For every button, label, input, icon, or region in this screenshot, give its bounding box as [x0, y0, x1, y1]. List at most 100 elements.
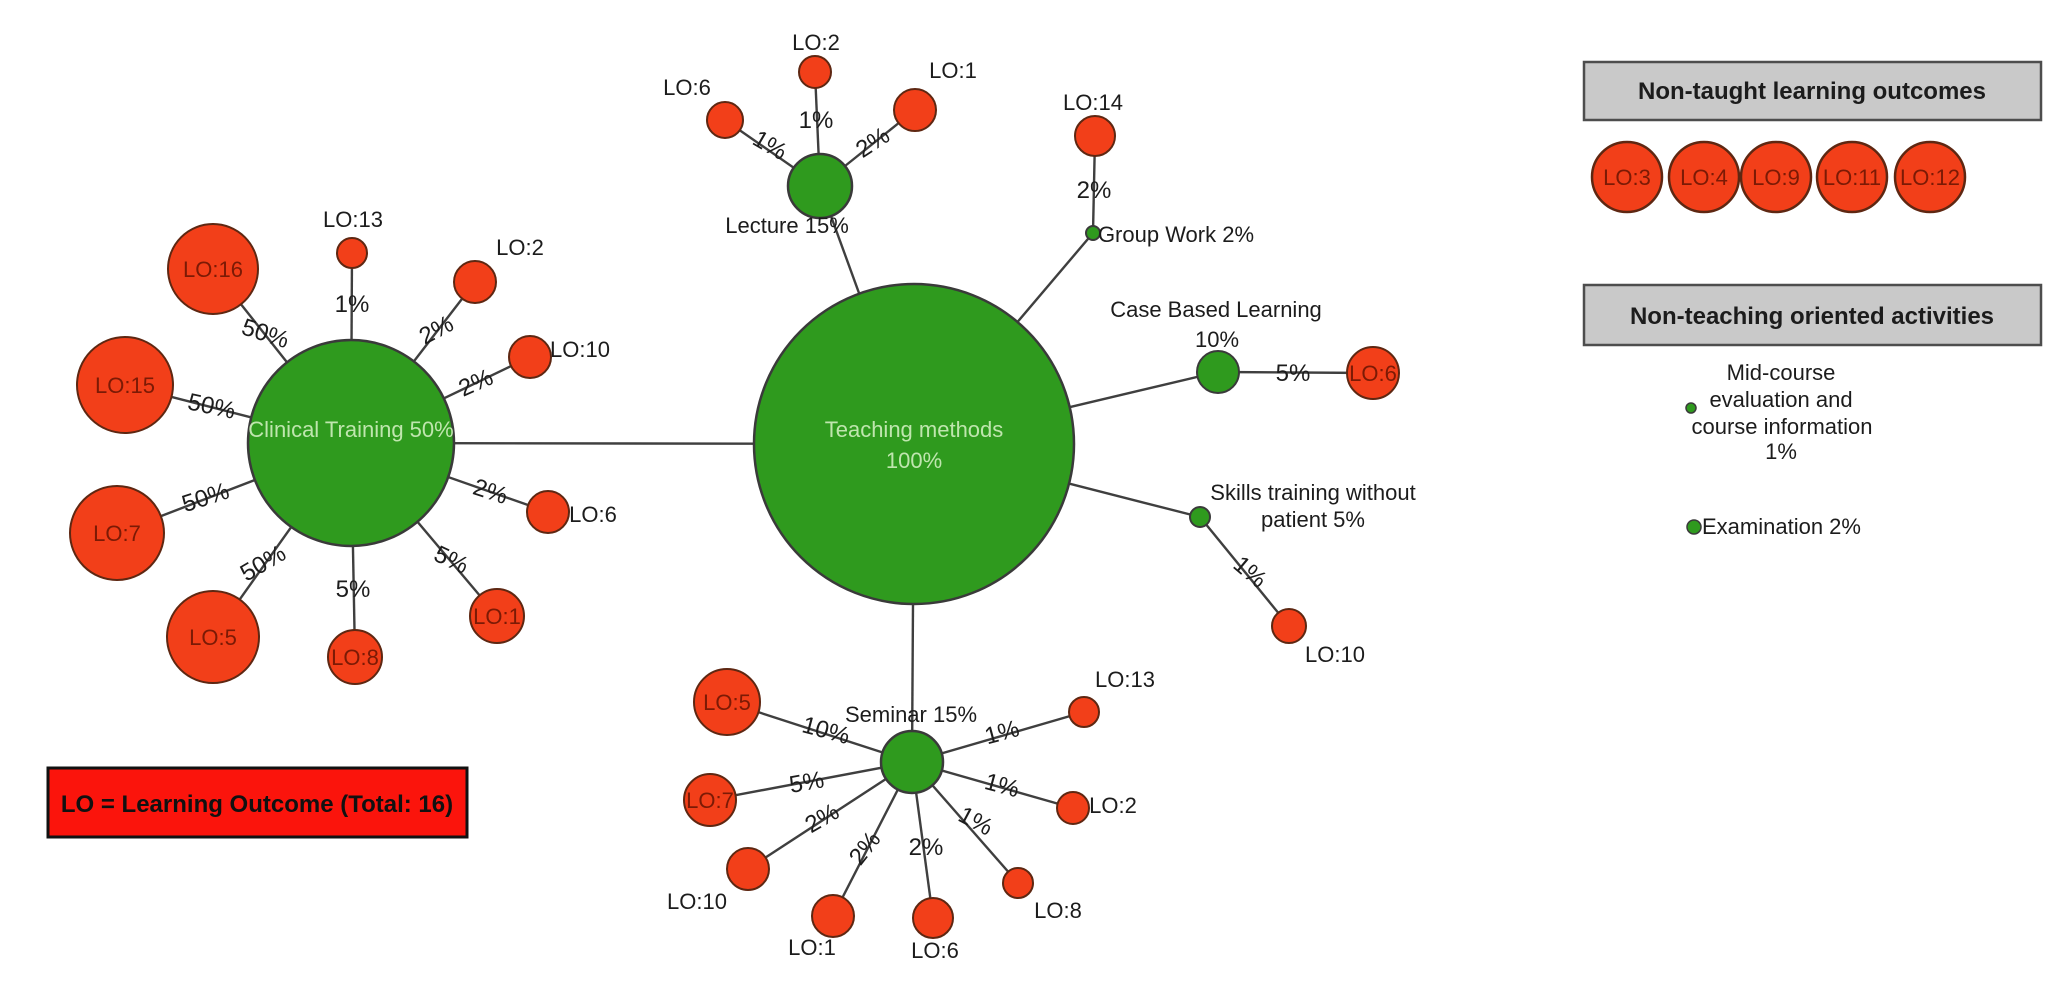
method-node-skills-training [1189, 506, 1211, 528]
edge-label-seminar-seminar-lo8: 1% [954, 801, 997, 841]
outcome-node-casebased-lo6 [1346, 346, 1400, 400]
outcome-node-label-seminar-lo7: LO:7 [686, 788, 734, 813]
outcome-node-label-seminar-lo5: LO:5 [703, 690, 751, 715]
outcome-node-label-clinical-lo7: LO:7 [93, 521, 141, 546]
edge-label-clinical-training-clinical-lo10: 2% [455, 364, 498, 403]
outcome-node-lecture-lo6 [706, 101, 744, 139]
non-taught-circle-label-LO:3: LO:3 [1603, 165, 1651, 190]
legend-box [46, 766, 469, 839]
non-teaching-header-title: Non-teaching oriented activities [1630, 303, 1994, 330]
outcome-node-label-clinical-lo5: LO:5 [189, 625, 237, 650]
method-node-label-skills-training-1: patient 5% [1261, 507, 1365, 532]
outcome-node-clinical-lo7 [69, 485, 165, 581]
method-node-label-teaching-methods: Teaching methods 100% [825, 417, 1004, 473]
method-node-lecture [786, 152, 854, 220]
outcome-node-label-seminar-lo1: LO:1 [788, 935, 836, 960]
outcome-node-label-skills-lo10: LO:10 [1305, 642, 1365, 667]
non-taught-circle-LO:3 [1590, 140, 1664, 214]
outcome-node-label-lecture-lo2: LO:2 [792, 30, 840, 55]
method-node-label-group-work-0: Group Work 2% [1098, 222, 1254, 247]
edge-seminar-seminar-lo10 [747, 760, 913, 871]
edge-label-clinical-training-clinical-lo16: 50% [238, 314, 292, 355]
outcome-node-clinical-lo1 [469, 588, 525, 644]
outcome-node-label-seminar-lo13: LO:13 [1095, 667, 1155, 692]
edge-label-clinical-training-clinical-lo6: 2% [470, 474, 511, 510]
edge-label-seminar-seminar-lo13: 1% [982, 715, 1022, 750]
outcome-node-label-casebased-lo6: LO:6 [1349, 361, 1397, 386]
edge-label-clinical-training-clinical-lo5: 50% [236, 540, 291, 587]
edge-label-clinical-training-clinical-lo8: 5% [336, 576, 371, 603]
edge-label-clinical-training-clinical-lo7: 50% [179, 478, 233, 519]
outcome-node-seminar-lo2 [1056, 791, 1090, 825]
non-taught-circle-LO:12 [1893, 140, 1967, 214]
mid-course-dot [1685, 402, 1697, 414]
method-node-label-seminar-0: Seminar 15% [845, 702, 977, 727]
mid-course-line-2: evaluation and [1709, 387, 1852, 412]
outcome-node-seminar-lo5 [693, 668, 761, 736]
outcome-node-label-clinical-lo13: LO:13 [323, 207, 383, 232]
outcome-node-seminar-lo10 [726, 847, 770, 891]
non-taught-circle-label-LO:11: LO:11 [1823, 165, 1881, 190]
legend: LO = Learning Outcome (Total: 16) [46, 766, 469, 839]
outcome-node-label-seminar-lo6: LO:6 [911, 938, 959, 963]
outcome-node-label-clinical-lo8: LO:8 [331, 645, 379, 670]
non-taught-circles: LO:3 LO:4 LO:9 LO:11 LO:12 [1590, 140, 1967, 214]
node-labels-layer: Teaching methods 100% Clinical Training 50… [93, 30, 1416, 963]
outcome-node-clinical-lo13 [336, 237, 368, 269]
outcome-node-label-seminar-lo10: LO:10 [667, 889, 727, 914]
edge-label-clinical-training-clinical-lo15: 50% [185, 388, 238, 424]
panel-non-teaching: Non-teaching oriented activities Mid-cou… [1582, 283, 2043, 539]
examination-label: Examination 2% [1702, 514, 1861, 539]
non-taught-circle-label-LO:12: LO:12 [1900, 165, 1960, 190]
edge-label-seminar-seminar-lo6: 2% [909, 834, 944, 861]
method-node-case-based-learning [1196, 350, 1240, 394]
edge-label-case-based-learning-casebased-lo6: 5% [1276, 360, 1311, 387]
outcome-node-clinical-lo16 [167, 223, 259, 315]
edge-label-clinical-training-clinical-lo13: 1% [335, 291, 370, 318]
method-node-teaching-methods [752, 282, 1076, 606]
non-taught-header-box [1582, 60, 2043, 122]
panel-non-taught: Non-taught learning outcomes LO:3 LO:4 LO:… [1582, 60, 2043, 214]
outcome-node-label-lecture-lo6: LO:6 [663, 75, 711, 100]
outcome-node-skills-lo10 [1271, 608, 1307, 644]
mid-course-line-3: course information [1692, 414, 1873, 439]
outcome-node-clinical-lo10 [508, 335, 552, 379]
outcome-node-label-clinical-lo1: LO:1 [473, 604, 521, 629]
outcome-node-clinical-lo5 [166, 590, 260, 684]
outcome-node-clinical-lo15 [76, 336, 174, 434]
legend-label: LO = Learning Outcome (Total: 16) [61, 791, 453, 818]
outcome-node-seminar-lo6 [912, 897, 954, 939]
outcome-node-label-seminar-lo2: LO:2 [1089, 793, 1137, 818]
edge-seminar-seminar-lo7 [709, 760, 913, 802]
edge-label-seminar-seminar-lo2: 1% [982, 768, 1022, 803]
method-node-label-case-based-learning-1: 10% [1195, 327, 1239, 352]
outcome-node-label-groupwork-lo14: LO:14 [1063, 90, 1123, 115]
non-teaching-header-box [1582, 283, 2043, 347]
outcome-node-seminar-lo8 [1002, 867, 1034, 899]
method-node-label-clinical-training: Clinical Training 50% [248, 417, 453, 442]
edge-label-skills-training-skills-lo10: 1% [1228, 551, 1272, 594]
outcome-node-label-seminar-lo8: LO:8 [1034, 898, 1082, 923]
method-node-group-work [1085, 225, 1101, 241]
outcome-node-label-clinical-lo6: LO:6 [569, 502, 617, 527]
method-node-label-case-based-learning-0: Case Based Learning [1110, 297, 1322, 322]
edge-skills-training-skills-lo10 [1199, 516, 1290, 627]
non-taught-circle-LO:4 [1667, 140, 1741, 214]
outcome-node-groupwork-lo14 [1074, 115, 1116, 157]
nodes-layer [69, 55, 1400, 939]
edge-label-seminar-seminar-lo7: 5% [787, 766, 826, 799]
non-taught-circle-LO:9 [1739, 140, 1813, 214]
outcome-node-clinical-lo8 [327, 629, 383, 685]
outcome-node-clinical-lo6 [526, 490, 570, 534]
edge-label-lecture-lecture-lo2: 1% [799, 107, 834, 134]
outcome-node-label-clinical-lo15: LO:15 [95, 373, 155, 398]
method-node-seminar [879, 729, 945, 795]
edge-label-seminar-seminar-lo10: 2% [800, 798, 844, 839]
mid-course-line-1: Mid-course [1727, 360, 1836, 385]
outcome-node-label-clinical-lo16: LO:16 [183, 257, 243, 282]
examination-dot [1686, 519, 1702, 535]
outcome-node-clinical-lo2 [453, 260, 497, 304]
method-node-label-skills-training-0: Skills training without [1210, 480, 1415, 505]
